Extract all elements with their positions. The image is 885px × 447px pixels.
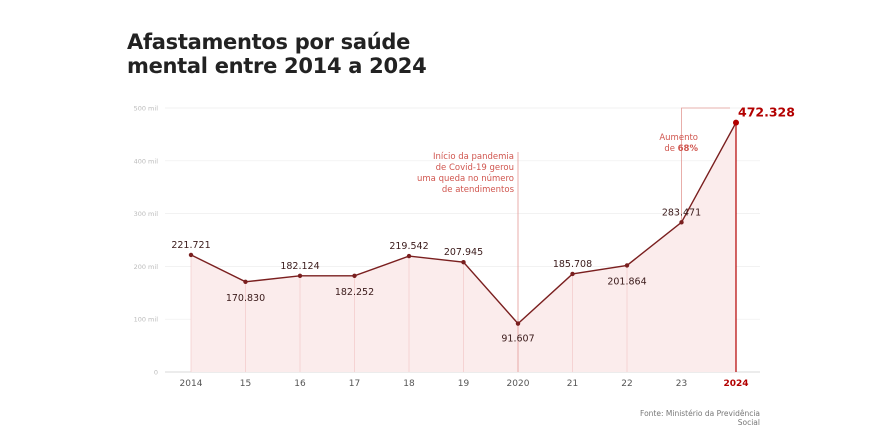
annotation-text: de (664, 144, 677, 154)
data-label: 91.607 (501, 334, 534, 345)
y-tick-label: 400 mil (134, 157, 159, 165)
data-point (188, 252, 194, 258)
x-tick-label: 17 (349, 379, 360, 389)
x-tick-label: 16 (294, 379, 306, 389)
data-point (733, 119, 739, 126)
x-tick-label: 2020 (507, 379, 530, 389)
data-point (461, 260, 466, 265)
annotation-2020-line: de Covid-19 gerou (436, 163, 514, 173)
x-tick-label: 2014 (180, 379, 203, 389)
annotation-leader-2024 (681, 107, 730, 223)
x-tick-label: 2024 (723, 379, 748, 389)
data-label: 221.721 (171, 240, 210, 251)
data-point (679, 220, 684, 225)
data-point (406, 253, 412, 259)
y-tick-label: 200 mil (134, 263, 159, 271)
data-point (570, 271, 575, 277)
source-note: Fonte: Ministério da Previdência Social (640, 409, 760, 427)
x-tick-label: 19 (458, 379, 470, 389)
x-tick-label: 22 (621, 379, 632, 389)
data-label: 185.708 (553, 259, 592, 270)
x-tick-label: 18 (403, 379, 415, 389)
chart-title: Afastamentos por saúde mental entre 2014… (127, 30, 547, 78)
data-label: 283.471 (662, 207, 701, 218)
y-tick-label: 500 mil (134, 105, 159, 113)
data-label: 182.124 (280, 261, 319, 272)
data-label: 170.830 (226, 293, 265, 304)
x-tick-label: 15 (240, 379, 251, 389)
x-tick-label: 23 (676, 379, 687, 389)
data-label: 182.252 (335, 287, 374, 298)
annotation-2020-line: de atendimentos (442, 185, 515, 195)
data-label: 472.328 (738, 105, 795, 120)
y-tick-label: 300 mil (134, 210, 159, 218)
y-tick-label: 100 mil (134, 316, 159, 324)
annotation-2020-line: uma queda no número (417, 174, 514, 184)
data-point (352, 273, 357, 278)
annotation-2024-line: Aumento (659, 133, 698, 143)
annotation-2020-line: Início da pandemia (433, 152, 514, 162)
data-label: 219.542 (389, 241, 428, 252)
data-label: 201.864 (607, 276, 646, 287)
chart-title-line-2: mental entre 2014 a 2024 (127, 54, 427, 78)
annotation-2024-line: de 68% (664, 144, 698, 154)
area-fill (191, 122, 736, 373)
data-point (624, 263, 630, 268)
data-label: 207.945 (444, 247, 483, 258)
chart-title-line-1: Afastamentos por saúde (127, 30, 411, 54)
data-point (297, 273, 303, 279)
data-point (515, 321, 521, 326)
y-tick-label: 0 (154, 369, 158, 377)
annotation-emphasis: 68% (678, 144, 699, 154)
data-point (243, 279, 248, 285)
x-tick-label: 21 (567, 379, 578, 389)
